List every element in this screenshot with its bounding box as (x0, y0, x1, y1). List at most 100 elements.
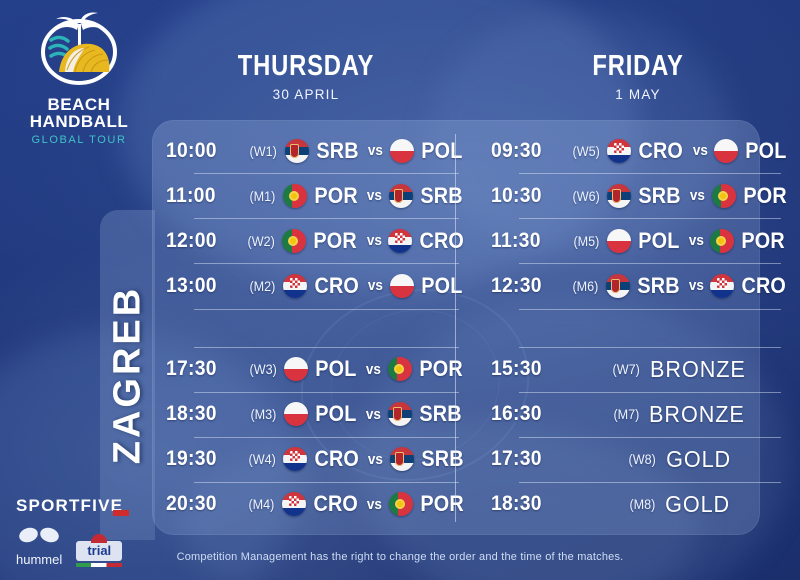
match-time: 12:00 (166, 228, 217, 252)
home-team-code: POL (638, 227, 680, 253)
city-label: ZAGREB (106, 285, 148, 465)
versus-label: vs (366, 495, 382, 513)
schedule-row[interactable]: 18:30 (M3) POL vs SRB (166, 391, 467, 437)
schedule-row[interactable]: 19:30 (W4) CRO vs SRB (166, 436, 467, 482)
flag-cro-icon (282, 447, 307, 472)
flag-pol-icon (389, 138, 414, 163)
schedule-row[interactable]: 15:30 (W7) BRONZE (490, 346, 789, 392)
schedule-row[interactable]: 18:30 (M8) GOLD (490, 481, 789, 527)
match-time: 11:00 (166, 183, 216, 207)
column-divider (455, 134, 456, 522)
schedule-row[interactable]: 17:30 (W3) POL vs POR (166, 346, 467, 392)
flag-por-icon (711, 183, 736, 208)
sponsor-trial: trial (76, 534, 123, 567)
schedule-row[interactable]: 11:30 (M5) POL vs POR (491, 218, 789, 263)
away-team-code: POR (420, 491, 464, 517)
match-details: (M7) BRONZE (571, 401, 789, 428)
versus-label: vs (692, 142, 708, 160)
day-date: 1 MAY (615, 87, 661, 102)
match-code: (W3) (249, 361, 277, 378)
flag-por-icon (387, 357, 412, 382)
flag-srb-icon (607, 183, 632, 208)
flag-por-icon (388, 492, 413, 517)
flag-cro-icon (281, 492, 306, 517)
schedule-row[interactable]: 13:00 (M2) CRO vs POL (166, 263, 467, 308)
match-details: (W7) BRONZE (571, 356, 789, 383)
flag-pol-icon (606, 228, 631, 253)
match-details: (W5) CRO vs POL (571, 138, 789, 164)
flag-por-icon (710, 228, 735, 253)
match-details: (M6) SRB vs CRO (571, 273, 789, 299)
schedule-row[interactable]: 10:00 (W1) SRB vs POL (166, 128, 467, 173)
away-team-code: POL (421, 272, 463, 298)
match-time: 12:30 (490, 273, 542, 297)
match-time: 16:30 (490, 402, 542, 426)
match-title: BRONZE (650, 355, 747, 382)
away-team-code: CRO (419, 227, 465, 253)
schedule-row[interactable]: 12:00 (W2) POR vs CRO (166, 218, 467, 263)
away-team-code: POR (741, 227, 786, 253)
match-time: 15:30 (490, 357, 542, 381)
schedule-row[interactable]: 20:30 (M4) CRO vs POR (166, 481, 467, 527)
home-team-code: CRO (314, 446, 359, 472)
schedule-row-spacer (166, 308, 467, 347)
flag-pol-icon (714, 138, 739, 163)
day-header-friday: FRIDAY 1 MAY (528, 50, 748, 102)
versus-label: vs (688, 277, 704, 295)
match-details: (W2) POR vs CRO (246, 228, 467, 254)
versus-label: vs (367, 142, 383, 160)
match-time: 18:30 (490, 492, 542, 516)
home-team-code: POR (313, 227, 358, 253)
schedule-column-friday: 09:30 (W5) CRO vs POL 10:30 (W6) SRB vs POR 11:30 (… (477, 120, 799, 535)
home-team-code: SRB (316, 137, 359, 163)
hummel-bee-icon (19, 528, 59, 550)
match-time: 10:00 (166, 138, 217, 162)
match-time: 19:30 (166, 447, 217, 471)
schedule-row[interactable]: 16:30 (M7) BRONZE (490, 391, 789, 437)
away-team-code: SRB (421, 446, 464, 472)
flag-srb-icon (388, 183, 413, 208)
schedule-row[interactable]: 17:30 (W8) GOLD (490, 436, 789, 482)
flag-pol-icon (284, 402, 308, 427)
match-details: (M1) POR vs SRB (246, 183, 467, 209)
match-time: 17:30 (490, 447, 542, 471)
flag-por-icon (282, 228, 307, 253)
schedule-row[interactable]: 10:30 (W6) SRB vs POR (491, 173, 789, 218)
sponsor-trial-label: trial (87, 543, 112, 558)
sponsor-row: hummel trial (16, 528, 146, 567)
match-time: 17:30 (166, 357, 217, 381)
match-details: (W6) SRB vs POR (571, 183, 789, 209)
home-team-code: SRB (638, 182, 681, 208)
flag-pol-icon (389, 273, 414, 298)
match-code: (M1) (249, 187, 276, 204)
flag-cro-icon (388, 228, 413, 253)
home-team-code: POR (314, 182, 358, 208)
match-details: (M4) CRO vs POR (246, 491, 467, 517)
home-team-code: POL (315, 401, 357, 427)
schedule-row[interactable]: 12:30 (M6) SRB vs CRO (491, 263, 789, 308)
trial-italy-stripe (76, 563, 123, 567)
schedule-panel: 10:00 (W1) SRB vs POL 11:00 (M1) POR vs SRB 12:00 (… (152, 120, 787, 535)
schedule-row[interactable]: 11:00 (M1) POR vs SRB (166, 173, 467, 218)
flag-cro-icon (607, 138, 632, 163)
logo-title-line1: BEACH (47, 95, 111, 114)
versus-label: vs (366, 232, 382, 250)
sponsor-hummel-label: hummel (16, 552, 63, 567)
flag-por-icon (282, 183, 307, 208)
trial-logo-icon: trial (76, 534, 123, 561)
sponsor-hummel: hummel (16, 528, 62, 567)
match-code: (W5) (572, 142, 600, 159)
home-team-code: POL (315, 356, 357, 382)
match-code: (W1) (249, 142, 278, 159)
match-details: (W8) GOLD (571, 446, 789, 473)
beach-handball-globe-palm-icon (31, 10, 127, 90)
city-tab: ZAGREB (100, 210, 155, 540)
versus-label: vs (368, 277, 384, 295)
match-code: (M4) (248, 496, 275, 513)
schedule-row[interactable]: 09:30 (W5) CRO vs POL (491, 128, 789, 173)
match-time: 10:30 (490, 183, 542, 207)
versus-label: vs (688, 232, 704, 250)
versus-label: vs (365, 405, 381, 423)
schedule-row-spacer (491, 308, 789, 347)
